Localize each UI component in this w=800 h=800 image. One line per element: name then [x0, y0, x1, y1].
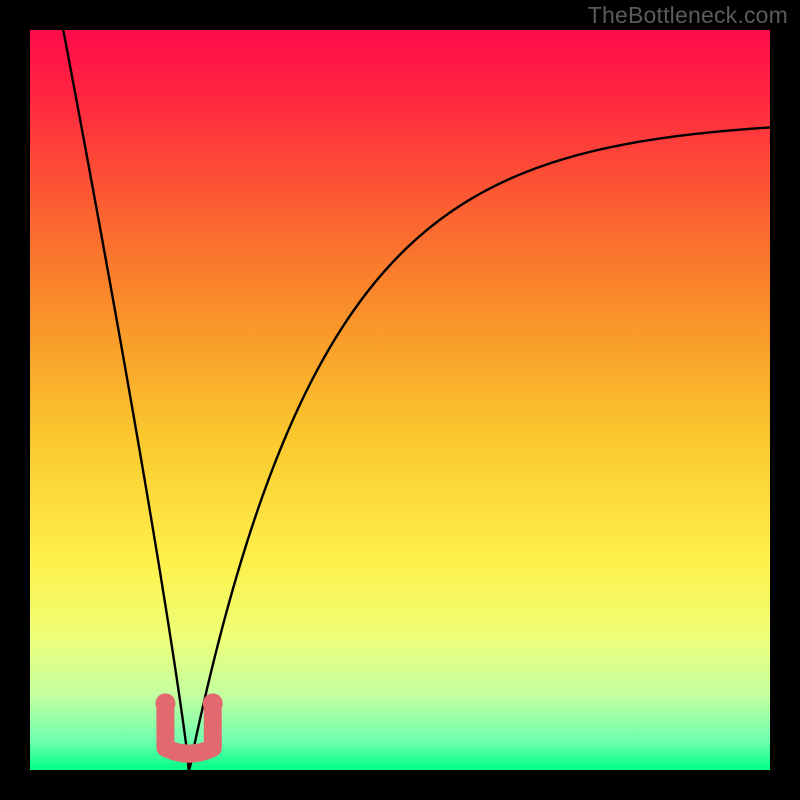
watermark-text: TheBottleneck.com	[588, 2, 788, 29]
bottleneck-chart	[0, 0, 800, 800]
gradient-background	[30, 30, 770, 770]
min-marker-cap-left	[155, 693, 175, 713]
min-marker-cap-right	[203, 693, 223, 713]
figure-root: TheBottleneck.com	[0, 0, 800, 800]
